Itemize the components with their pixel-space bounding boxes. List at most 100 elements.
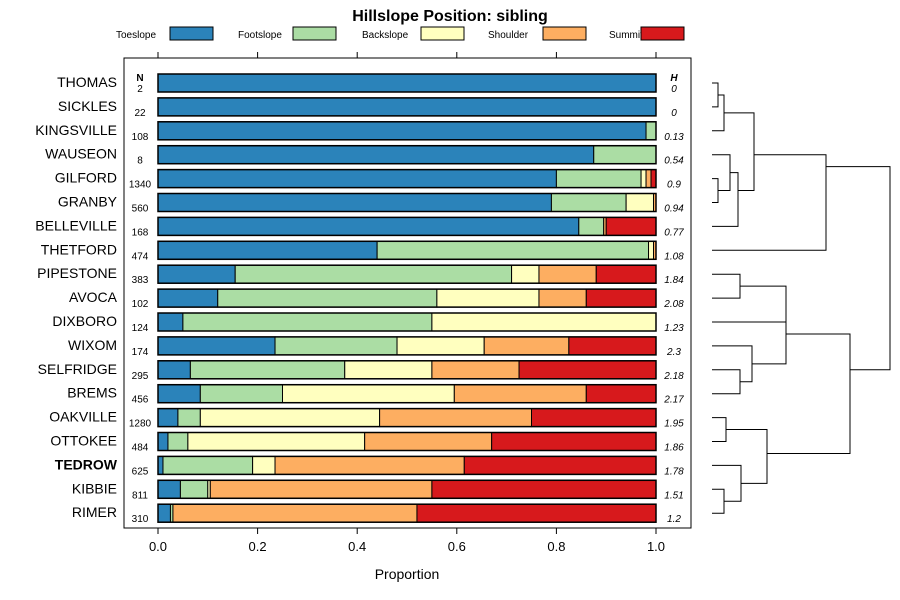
row-label: THETFORD [41,241,117,257]
dendrogram-branch [712,154,731,192]
bar-segment-backslope [282,384,455,404]
row-h-value: 2.17 [663,395,684,406]
row-h-value: 2.3 [666,347,681,358]
bar-segment-shoulder [431,360,520,380]
row-n-value: 168 [132,227,149,238]
bar-segment-summit [605,216,657,236]
row-n-value: 102 [132,299,149,310]
x-axis: 0.0 0.2 0.4 0.6 0.8 1.0 [149,52,665,554]
row-h-value: 0.94 [664,204,684,215]
bar-segment-summit [431,479,657,499]
legend: Toeslope Footslope Backslope Shoulder Summit [116,26,685,41]
plot-frame [123,57,692,529]
bar-outline [157,73,657,93]
bar-segment-shoulder [364,432,493,451]
dendrogram-branch [712,82,719,108]
bar-segment-footslope [199,384,283,404]
row-h-value: 1.95 [664,419,684,430]
row-n-value: 1340 [129,180,152,191]
bar-outline [157,192,657,213]
dendrogram-branch [752,298,787,365]
bar-segment-shoulder [538,264,597,284]
row-n-value: 295 [132,371,149,382]
row-h-value: 1.51 [664,490,683,501]
bar-segment-footslope [167,432,189,451]
bar-segment-summit [463,455,657,475]
x-tick-label: 1.0 [647,539,665,554]
bar-segment-toeslope [157,312,184,332]
dendrogram-branch [712,285,787,323]
row-label: TEDROW [55,456,118,472]
bar-rows: THOMAS 2 0 SICKLES 22 0 KINGSVILLE 108 0.13 WAUSE… [35,73,684,525]
legend-label: Backslope [362,30,409,41]
legend-label: Summit [609,30,643,41]
bar-segment-summit [491,432,657,451]
bar-segment-toeslope [157,264,236,284]
dendrogram [712,82,891,514]
bar-segment-shoulder [538,288,587,308]
bar-segment-toeslope [157,169,557,189]
legend-swatch [169,26,214,41]
x-axis-label: Proportion [375,566,440,582]
row-label: BELLEVILLE [35,217,117,233]
row-label: KIBBIE [72,480,117,496]
row-n-value: 8 [137,156,143,167]
row-h-value: 2.18 [663,371,684,382]
dendrogram-branch [712,273,741,299]
bar-segment-shoulder [483,336,570,356]
dendrogram-branch [767,333,851,454]
dendrogram-branch [712,464,742,502]
bar-outline [157,431,657,452]
row-h-value: 1.86 [664,443,684,454]
row-label: SELFRIDGE [38,361,117,377]
row-label: RIMER [72,504,117,520]
bar-segment-shoulder [379,408,532,428]
row-h-value: 2.08 [663,299,684,310]
bar-segment-toeslope [157,97,657,117]
bar-segment-backslope [396,336,485,356]
bar-segment-toeslope [157,384,201,404]
bar-segment-summit [416,503,657,523]
row-label: OTTOKEE [50,433,117,449]
bar-segment-footslope [274,336,398,356]
row-label: SICKLES [58,98,117,114]
row-n-value: 811 [132,490,148,501]
dendrogram-branch [712,369,741,395]
row-n-value: 2 [137,84,143,95]
row-label: PIPESTONE [37,265,117,281]
bar-segment-toeslope [157,360,191,380]
x-tick-label: 0.0 [149,539,167,554]
legend-swatch [542,26,587,41]
bar-segment-footslope [217,288,438,308]
legend-swatch [292,26,337,41]
legend-swatch [420,26,465,41]
bar-segment-footslope [376,240,650,260]
bar-segment-backslope [436,288,540,308]
bar-segment-backslope [344,360,433,380]
bar-outline [157,97,657,117]
bar-outline [157,240,657,261]
row-n-value: 474 [132,251,149,262]
row-h-value: 0.13 [664,132,684,143]
row-h-value: 0 [671,108,677,119]
bar-segment-toeslope [157,432,169,451]
row-h-value: 1.23 [664,323,684,334]
bar-segment-footslope [179,479,209,499]
legend-swatch [640,26,685,41]
h-column-header: H [670,73,678,84]
bar-segment-footslope [162,455,254,475]
dendrogram-branch [712,172,739,227]
dendrogram-branch [712,345,753,383]
x-tick-label: 0.2 [249,539,267,554]
bar-segment-footslope [593,145,657,165]
row-label: GRANBY [58,194,118,210]
bar-segment-shoulder [274,455,465,475]
bar-outline [157,144,657,165]
x-tick-label: 0.8 [547,539,565,554]
bar-outline [157,288,657,308]
bar-segment-shoulder [172,503,418,523]
dendrogram-branch [726,429,768,484]
bar-segment-summit [585,384,657,404]
n-column-header: N [136,73,143,84]
row-label: GILFORD [55,170,117,186]
